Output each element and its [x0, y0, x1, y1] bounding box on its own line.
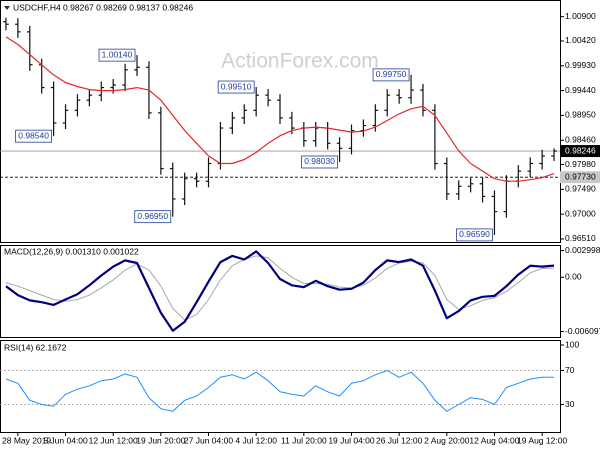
y-tick-label: -0.006097 — [565, 326, 600, 336]
price-panel-frame — [0, 0, 561, 243]
x-tick-label: 2 Aug 20:00 — [424, 435, 470, 445]
x-tick-label: 4 Jul 12:00 — [235, 435, 277, 445]
annotation-label: 0.99750 — [376, 69, 407, 79]
watermark: ActionForex.com — [221, 50, 379, 73]
x-tick-label: 26 Jul 12:00 — [376, 435, 423, 445]
price-level-box — [560, 145, 600, 158]
y-tick-label: 0.97000 — [565, 208, 596, 218]
x-tick-label: 19 Jul 04:00 — [328, 435, 375, 445]
y-tick-label: 0.99440 — [565, 85, 596, 95]
x-tick-label: 11 Jul 20:00 — [281, 435, 327, 445]
y-tick-label: 0.96510 — [565, 233, 596, 243]
moving-average — [5, 36, 555, 182]
macd-panel-frame — [0, 245, 561, 338]
rsi-panel-frame — [0, 340, 561, 433]
y-tick-label: 1.00420 — [565, 35, 596, 45]
y-tick-label: 0.97490 — [565, 184, 596, 194]
annotation-label: 0.96950 — [137, 211, 168, 221]
annotation-box — [301, 155, 338, 169]
macd-title: MACD(12,26,9) 0.001310 0.001022 — [4, 246, 139, 256]
price-level-label: 0.97730 — [565, 171, 596, 181]
y-tick-label: 30 — [565, 399, 575, 409]
indicator-line — [5, 250, 555, 332]
price-level-box — [560, 171, 600, 184]
y-tick-label: 1.00900 — [565, 11, 596, 21]
y-tick-label: 0.98460 — [565, 134, 596, 144]
annotation-label: 1.00140 — [102, 49, 133, 59]
chart-title: USDCHF,H4 0.98267 0.98269 0.98137 0.9824… — [13, 2, 193, 12]
annotation-box — [372, 68, 410, 82]
price-level-label: 0.98246 — [565, 145, 596, 155]
annotation-box — [217, 80, 255, 94]
y-tick-label: 0.002998 — [565, 245, 600, 255]
rsi-title: RSI(14) 62.1672 — [4, 342, 67, 352]
annotation-box — [134, 210, 172, 224]
annotation-box — [456, 228, 493, 242]
x-tick-label: 28 May 2019 — [2, 435, 51, 445]
x-tick-label: 5 Jun 04:00 — [43, 435, 88, 445]
y-tick-label: 0.99930 — [565, 60, 596, 70]
y-tick-label: 0.98950 — [565, 110, 596, 120]
y-tick-label: 70 — [565, 365, 575, 375]
annotation-label: 0.98540 — [18, 130, 49, 140]
x-tick-label: 27 Jun 04:00 — [184, 435, 233, 445]
y-tick-label: 0.97980 — [565, 159, 596, 169]
annotation-label: 0.99510 — [221, 81, 252, 91]
annotation-label: 0.98030 — [304, 156, 335, 166]
x-tick-label: 12 Jun 12:00 — [89, 435, 138, 445]
indicator-line — [5, 370, 555, 412]
x-tick-label: 19 Jun 20:00 — [136, 435, 185, 445]
x-tick-label: 12 Aug 04:00 — [469, 435, 519, 445]
annotation-box — [15, 129, 53, 143]
y-tick-label: 100 — [565, 339, 579, 349]
annotation-box — [98, 48, 136, 62]
x-tick-label: 19 Aug 12:00 — [517, 435, 567, 445]
annotation-label: 0.96590 — [459, 229, 490, 239]
symbol-icon — [4, 6, 10, 10]
y-tick-label: 0.00 — [565, 272, 582, 282]
